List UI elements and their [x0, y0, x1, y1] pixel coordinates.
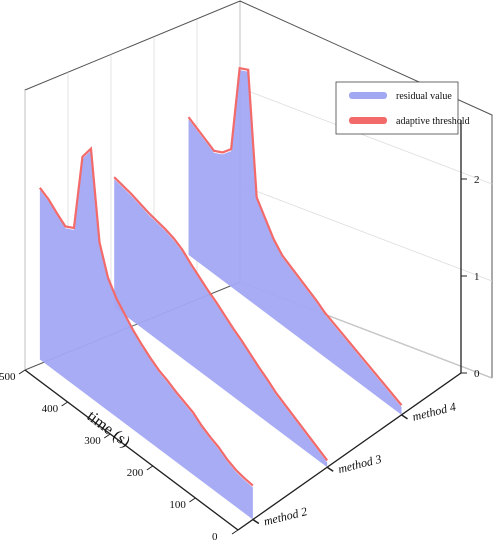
threshold-line-method-3: [113, 176, 329, 462]
legend: residual value adaptive threshold: [335, 81, 470, 135]
time-tick-mark: [231, 529, 239, 535]
method-axis-line: [237, 372, 462, 531]
time-tick-mark: [61, 401, 68, 407]
grid-line-value: [239, 87, 493, 185]
residual-area-method-4: [188, 70, 402, 415]
time-axis-line: [24, 369, 239, 531]
legend-label-adaptive-threshold: adaptive threshold: [396, 116, 470, 127]
back-pane-top: [239, 0, 493, 378]
value-tick-label: 1: [474, 271, 480, 283]
time-tick-label: 200: [127, 467, 144, 479]
method-tick-mark: [326, 466, 334, 472]
value-axis-ticks: 0 1 2: [461, 174, 480, 380]
time-tick-label: 100: [169, 499, 186, 511]
series-layer: [38, 66, 403, 520]
legend-swatch-adaptive-threshold: [349, 117, 387, 124]
threshold-line-method-2: [38, 146, 254, 487]
value-tick-label: 2: [474, 174, 480, 186]
grid-line-value: [239, 184, 493, 282]
time-tick-mark: [18, 369, 26, 375]
residual-area-method-3: [114, 179, 328, 468]
legend-box: [335, 81, 459, 135]
value-tick-label: 0: [474, 368, 480, 380]
method-tick-mark: [401, 414, 408, 420]
value-axis: 0 1 2: [460, 120, 480, 380]
threshold-line-method-4: [187, 66, 403, 406]
time-tick-mark: [146, 465, 154, 471]
time-tick-mark: [103, 433, 111, 439]
time-tick-label: 0: [212, 531, 218, 543]
legend-swatch-residual-value: [349, 92, 387, 99]
time-tick-label: 400: [42, 403, 59, 415]
time-tick-label: 500: [0, 371, 16, 383]
residual-area-method-2: [39, 150, 253, 520]
legend-label-residual-value: residual value: [396, 91, 452, 102]
time-tick-mark: [189, 497, 196, 503]
time-tick-label: 300: [84, 435, 101, 447]
time-axis-ticks: 0 100 200 300 400 500: [0, 369, 239, 543]
method-tick-mark: [252, 518, 260, 525]
